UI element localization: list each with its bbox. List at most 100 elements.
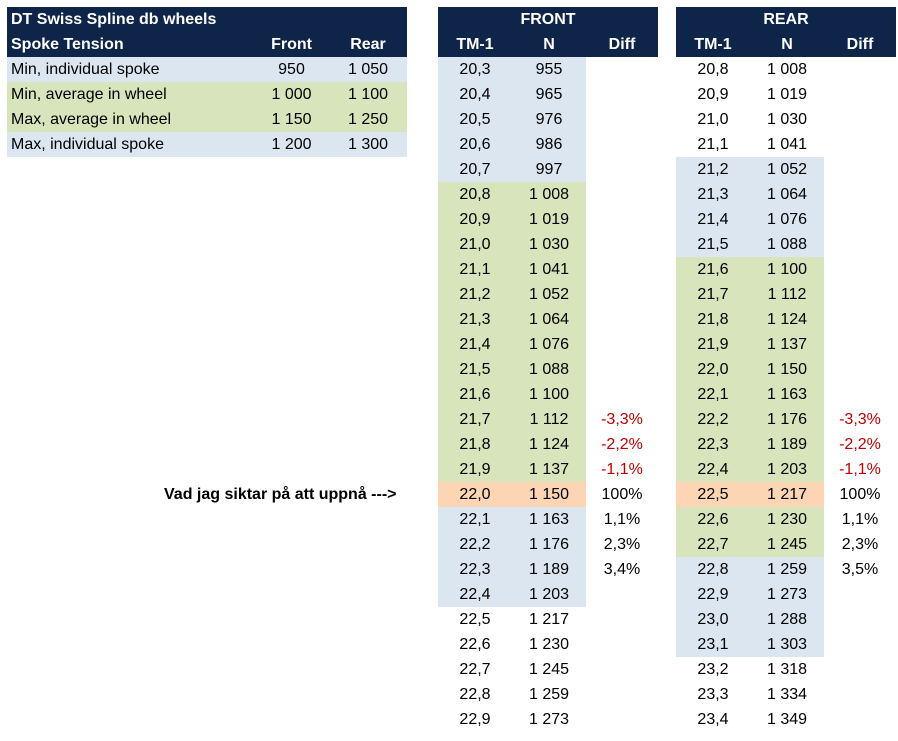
front-n-cell: 1 030	[512, 232, 586, 257]
spec-header-label: Spoke Tension	[11, 35, 124, 53]
front-table: FRONT TM-1 N Diff 20,3 955 20,4 965 20,5 976 2…	[438, 7, 658, 732]
rear-n-cell: 1 318	[750, 657, 824, 682]
rear-n-cell: 1 064	[750, 182, 824, 207]
front-diff-cell	[586, 707, 658, 732]
front-table-row: 20,9 1 019	[438, 207, 658, 232]
front-table-row: 21,0 1 030	[438, 232, 658, 257]
front-diff-cell	[586, 257, 658, 282]
front-diff-cell: 2,3%	[603, 536, 641, 553]
front-n-cell: 976	[512, 107, 586, 132]
rear-table-row: 23,4 1 349	[676, 707, 896, 732]
rear-diff-cell: 2,3%	[841, 536, 879, 553]
front-tm-cell: 22,8	[438, 682, 512, 707]
rear-diff-cell	[824, 157, 896, 182]
front-n-cell: 1 150	[512, 482, 586, 507]
rear-diff-cell	[824, 632, 896, 657]
front-tm-cell: 21,9	[438, 457, 512, 482]
front-diff-cell	[586, 207, 658, 232]
rear-table-row: 22,7 1 245 2,3%	[676, 532, 896, 557]
rear-tm-cell: 23,1	[676, 632, 750, 657]
front-n-cell: 1 124	[512, 432, 586, 457]
rear-table-row: 22,2 1 176 -3,3%	[676, 407, 896, 432]
front-header-row: TM-1 N Diff	[438, 32, 658, 57]
spec-row-front: 1 200	[271, 135, 312, 153]
target-label: Vad jag siktar på att uppnå --->	[164, 486, 397, 503]
spec-row-front: 1 150	[271, 110, 312, 128]
front-diff-cell	[586, 582, 658, 607]
front-table-row: 20,7 997	[438, 157, 658, 182]
rear-tm-cell: 20,8	[676, 57, 750, 82]
front-table-row: 21,3 1 064	[438, 307, 658, 332]
rear-diff-cell	[824, 682, 896, 707]
front-n-cell: 1 217	[512, 607, 586, 632]
rear-tm-cell: 22,4	[676, 457, 750, 482]
front-n-cell: 1 245	[512, 657, 586, 682]
rear-tm-cell: 21,2	[676, 157, 750, 182]
front-tm-cell: 21,0	[438, 232, 512, 257]
front-n-cell: 1 259	[512, 682, 586, 707]
front-table-row: 21,1 1 041	[438, 257, 658, 282]
rear-tm-cell: 22,9	[676, 582, 750, 607]
front-diff-cell	[586, 282, 658, 307]
rear-table-row: 20,9 1 019	[676, 82, 896, 107]
front-tm-cell: 22,7	[438, 657, 512, 682]
front-diff-cell: 1,1%	[603, 511, 641, 528]
front-n-cell: 1 163	[512, 507, 586, 532]
front-n-cell: 1 273	[512, 707, 586, 732]
front-diff-cell	[586, 682, 658, 707]
front-tm-cell: 21,7	[438, 407, 512, 432]
rear-tm-cell: 22,5	[676, 482, 750, 507]
rear-tm-cell: 22,1	[676, 382, 750, 407]
rear-table-row: 23,3 1 334	[676, 682, 896, 707]
front-table-row: 22,1 1 163 1,1%	[438, 507, 658, 532]
spec-row-rear: 1 100	[347, 85, 389, 103]
front-table-row: 21,8 1 124 -2,2%	[438, 432, 658, 457]
spec-row-rear: 1 050	[347, 60, 389, 78]
rear-diff-cell	[824, 257, 896, 282]
rear-n-cell: 1 334	[750, 682, 824, 707]
front-table-row: 21,5 1 088	[438, 357, 658, 382]
rear-title: REAR	[676, 7, 896, 32]
front-table-row: 20,3 955	[438, 57, 658, 82]
front-table-row: 22,5 1 217	[438, 607, 658, 632]
front-tm-cell: 20,7	[438, 157, 512, 182]
front-table-row: 22,2 1 176 2,3%	[438, 532, 658, 557]
front-tm-cell: 22,2	[438, 532, 512, 557]
front-table-row: 20,8 1 008	[438, 182, 658, 207]
front-table-row: 22,4 1 203	[438, 582, 658, 607]
front-tm-cell: 21,1	[438, 257, 512, 282]
front-n-cell: 1 088	[512, 357, 586, 382]
rear-tm-cell: 23,3	[676, 682, 750, 707]
rear-diff-cell	[824, 707, 896, 732]
front-table-row: 22,0 1 150 100%	[438, 482, 658, 507]
front-tm-cell: 21,5	[438, 357, 512, 382]
spec-table: DT Swiss Spline db wheels Spoke Tension …	[7, 7, 407, 157]
front-diff-cell	[586, 607, 658, 632]
rear-n-cell: 1 288	[750, 607, 824, 632]
rear-table-row: 22,8 1 259 3,5%	[676, 557, 896, 582]
front-diff-cell	[586, 232, 658, 257]
rear-table-row: 21,7 1 112	[676, 282, 896, 307]
rear-table-row: 23,2 1 318	[676, 657, 896, 682]
spec-row: Max, average in wheel 1 150 1 250	[7, 107, 407, 132]
spec-row-label: Min, average in wheel	[11, 85, 167, 103]
rear-n-cell: 1 259	[750, 557, 824, 582]
spec-row-rear: 1 300	[347, 135, 389, 153]
rear-table-row: 21,3 1 064	[676, 182, 896, 207]
front-n-cell: 1 064	[512, 307, 586, 332]
spec-row-front: 950	[278, 60, 305, 78]
spec-title-row: DT Swiss Spline db wheels	[7, 7, 407, 32]
rear-tm-cell: 21,4	[676, 207, 750, 232]
front-tm-cell: 22,1	[438, 507, 512, 532]
rear-n-cell: 1 008	[750, 57, 824, 82]
spec-row-label: Max, individual spoke	[11, 135, 164, 153]
rear-header-row: TM-1 N Diff	[676, 32, 896, 57]
rear-table-row: 21,6 1 100	[676, 257, 896, 282]
front-diff-cell	[586, 57, 658, 82]
rear-tm-cell: 21,7	[676, 282, 750, 307]
rear-tm-cell: 22,0	[676, 357, 750, 382]
rear-n-cell: 1 030	[750, 107, 824, 132]
front-table-row: 22,8 1 259	[438, 682, 658, 707]
front-diff-cell	[586, 632, 658, 657]
front-diff-cell: 100%	[601, 486, 643, 503]
